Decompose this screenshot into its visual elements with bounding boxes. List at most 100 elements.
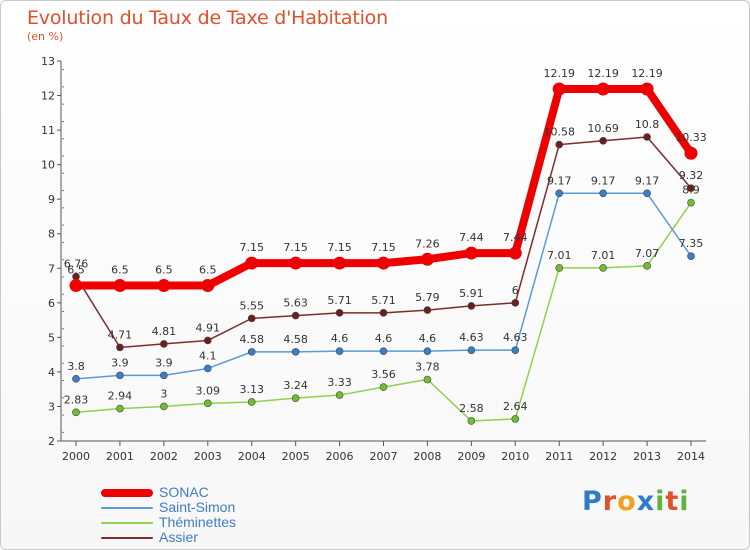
data-label-saint-simon: 3.9	[111, 356, 129, 369]
point-sonac	[377, 256, 390, 270]
data-label-assier: 6.76	[64, 258, 89, 271]
legend: SONAC Saint-Simon Théminettes Assier	[101, 485, 236, 545]
data-label-th-minettes: 3.13	[239, 383, 264, 396]
data-label-assier: 5.63	[283, 297, 308, 310]
data-label-th-minettes: 7.01	[591, 249, 616, 262]
data-label-th-minettes: 3.24	[283, 379, 308, 392]
data-label-saint-simon: 3.8	[67, 360, 85, 373]
point-sonac	[333, 256, 347, 270]
y-tick-label: 10	[41, 159, 55, 172]
point-sonac	[596, 82, 610, 96]
chart-title: Evolution du Taux de Taxe d'Habitation	[27, 7, 388, 29]
point-saint-simon	[599, 189, 607, 198]
data-label-saint-simon: 4.1	[199, 349, 217, 362]
data-label-assier: 10.8	[635, 118, 660, 131]
data-label-th-minettes: 3	[160, 387, 167, 400]
data-labels: 2.83 2.94 3 3.09 3.13 3.24 3.33 3.56 3.78 2.58 2.6…	[64, 67, 707, 415]
logo-letter: x	[636, 486, 656, 517]
x-tick-label: 2006	[326, 450, 354, 463]
data-label-assier: 4.91	[196, 321, 221, 334]
point-th-minettes	[160, 402, 168, 411]
legend-swatch	[101, 488, 153, 497]
x-tick-label: 2014	[677, 450, 705, 463]
x-tick-label: 2000	[62, 450, 90, 463]
point-th-minettes	[599, 264, 607, 272]
point-assier	[247, 314, 256, 323]
point-assier	[203, 336, 212, 345]
logo-letter: r	[602, 486, 618, 517]
logo-letter: t	[665, 486, 680, 517]
data-label-sonac: 7.44	[459, 231, 484, 244]
legend-label: SONAC	[159, 484, 209, 500]
x-tick-label: 2004	[238, 450, 266, 463]
data-label-saint-simon: 4.58	[283, 333, 308, 346]
x-tick-label: 2007	[370, 450, 398, 463]
logo-letter: i	[679, 486, 690, 517]
logo-letter: o	[617, 486, 637, 517]
point-saint-simon	[643, 189, 651, 198]
point-th-minettes	[379, 383, 388, 391]
x-tick-label: 2002	[150, 450, 178, 463]
point-saint-simon	[467, 346, 476, 354]
data-label-sonac: 7.15	[239, 241, 264, 254]
axes: 2 3 4 5 6 7 8 9 10 11 12 13 2000 2001 2002 2003 2004 2005…	[41, 55, 706, 463]
y-tick-label: 4	[48, 366, 55, 379]
point-assier	[423, 306, 432, 314]
data-label-th-minettes: 2.94	[108, 390, 133, 403]
point-sonac	[640, 82, 654, 96]
point-assier	[160, 340, 168, 348]
data-label-th-minettes: 7.07	[635, 247, 660, 260]
legend-label: Assier	[159, 529, 198, 545]
data-label-saint-simon: 4.6	[375, 332, 393, 345]
data-label-saint-simon: 4.63	[503, 331, 528, 344]
point-assier	[116, 343, 124, 352]
point-th-minettes	[72, 408, 80, 417]
x-tick-label: 2013	[633, 450, 661, 463]
x-tick-label: 2010	[501, 450, 529, 463]
point-sonac	[245, 256, 259, 270]
point-sonac	[420, 252, 434, 266]
y-tick-label: 2	[48, 435, 55, 448]
x-tick-label: 2005	[282, 450, 310, 463]
data-label-th-minettes: 2.83	[64, 393, 89, 406]
point-assier	[599, 137, 607, 145]
data-label-sonac: 10.33	[675, 131, 707, 144]
point-sonac	[69, 279, 83, 293]
point-sonac	[508, 246, 522, 260]
y-tick-label: 6	[48, 297, 55, 310]
data-label-th-minettes: 8.9	[682, 184, 700, 197]
x-tick-label: 2001	[106, 450, 134, 463]
data-label-th-minettes: 3.09	[196, 384, 221, 397]
legend-item-sonac: SONAC	[101, 485, 236, 500]
point-saint-simon	[379, 347, 388, 355]
point-saint-simon	[423, 347, 432, 355]
data-label-saint-simon: 4.58	[239, 333, 264, 346]
y-tick-label: 7	[48, 262, 55, 275]
data-label-saint-simon: 4.6	[331, 332, 349, 345]
y-tick-label: 13	[41, 55, 55, 68]
point-sonac	[157, 279, 171, 293]
data-label-sonac: 7.44	[503, 231, 528, 244]
data-label-assier: 6	[512, 284, 519, 297]
data-label-sonac: 6.5	[111, 264, 129, 277]
point-th-minettes	[687, 198, 695, 207]
legend-item-saint-simon: Saint-Simon	[101, 500, 236, 515]
data-label-saint-simon: 4.63	[459, 331, 484, 344]
data-label-assier: 5.91	[459, 287, 484, 300]
data-label-th-minettes: 3.56	[371, 368, 396, 381]
data-label-saint-simon: 4.6	[419, 332, 437, 345]
data-label-sonac: 12.19	[587, 67, 619, 80]
point-assier	[291, 311, 300, 320]
point-assier	[467, 302, 476, 310]
point-th-minettes	[203, 399, 212, 408]
data-label-sonac: 6.5	[155, 264, 173, 277]
point-saint-simon	[511, 346, 520, 354]
data-label-assier: 4.81	[152, 325, 177, 338]
data-label-sonac: 12.19	[631, 67, 663, 80]
point-saint-simon	[555, 189, 564, 198]
point-th-minettes	[511, 415, 520, 423]
data-label-th-minettes: 2.58	[459, 402, 484, 415]
point-sonac	[464, 246, 478, 260]
